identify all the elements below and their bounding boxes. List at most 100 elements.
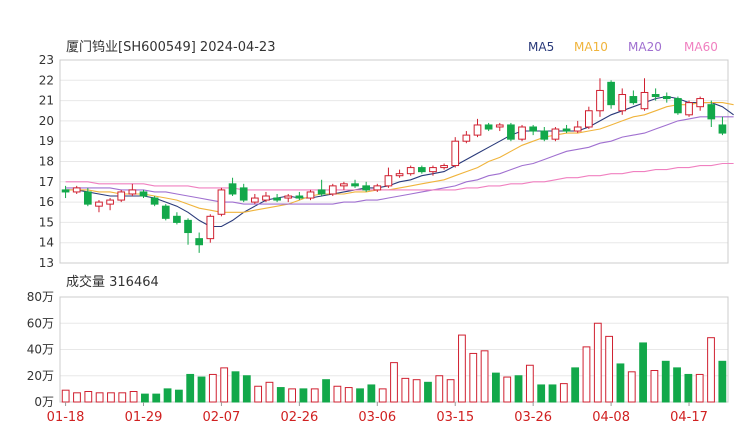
volume-y-axis: 0万 20万 40万 60万 80万 (27, 290, 54, 409)
candle (273, 193, 281, 203)
candle-body (83, 191, 92, 205)
price-tick-label: 14 (39, 236, 54, 250)
candle (351, 179, 359, 188)
candle (473, 118, 482, 138)
legend-ma20: MA20 (628, 40, 662, 54)
volume-bar (84, 391, 93, 403)
price-tick-label: 16 (39, 195, 54, 209)
candle (295, 191, 304, 201)
candle (362, 181, 371, 192)
candle (117, 189, 126, 203)
candle (173, 212, 181, 225)
candle-body (284, 195, 293, 199)
volume-bar (390, 362, 398, 403)
volume-bar (593, 322, 602, 403)
price-tick-label: 17 (39, 175, 54, 189)
candle-body (584, 110, 593, 128)
candle (685, 100, 693, 117)
volume-bar (367, 384, 376, 403)
candle (607, 80, 615, 109)
volume-bar (435, 375, 444, 403)
candle (139, 189, 148, 199)
candle-body (529, 126, 538, 132)
volume-tick-label: 80万 (27, 290, 54, 304)
volume-bar (695, 373, 704, 403)
price-tick-label: 18 (39, 155, 54, 169)
volume-bars (61, 322, 727, 403)
candle-body (540, 130, 549, 140)
x-tick-label: 02-07 (203, 410, 241, 425)
candle (507, 122, 515, 142)
price-tick-label: 19 (39, 134, 54, 148)
volume-bar (548, 384, 557, 403)
legend-ma60: MA60 (684, 40, 718, 54)
volume-bar (503, 376, 512, 403)
candlesticks (61, 78, 727, 253)
candle (406, 165, 415, 176)
candle-body (61, 189, 70, 193)
candle-body (139, 191, 148, 197)
volume-bar (673, 367, 681, 403)
candle (195, 232, 204, 253)
x-tick-label: 02-26 (280, 410, 318, 425)
candle (662, 92, 671, 103)
candle-body (373, 185, 382, 191)
volume-bar (310, 388, 319, 403)
volume-bar (333, 385, 342, 403)
candle-body (440, 165, 448, 169)
candle-body (106, 199, 114, 205)
candle (340, 181, 348, 190)
volume-bar (525, 364, 534, 403)
candle-body (362, 185, 371, 191)
candle (618, 88, 627, 115)
volume-bar (265, 381, 274, 403)
price-frame (59, 59, 729, 264)
candle (674, 96, 682, 115)
volume-bar (344, 387, 353, 403)
volume-bar (174, 389, 183, 403)
candle (206, 214, 215, 243)
candle-body (128, 189, 137, 195)
candle (495, 122, 504, 132)
candle (551, 126, 560, 142)
volume-bar (401, 377, 410, 403)
candle (640, 78, 649, 111)
candle-body (306, 191, 315, 199)
x-axis: 01-18 01-29 02-07 02-26 03-06 03-15 03-26 04-08… (47, 402, 708, 425)
x-tick-label: 03-15 (436, 410, 474, 425)
price-tick-label: 23 (39, 53, 54, 67)
candle (250, 193, 259, 205)
volume-bar (446, 379, 455, 403)
candle (262, 191, 270, 203)
candle (328, 183, 337, 197)
candle-body (206, 215, 215, 240)
price-grid (59, 59, 729, 264)
candle (629, 90, 638, 105)
candle (384, 167, 393, 188)
volume-bar (231, 371, 240, 403)
volume-bar (571, 367, 580, 403)
volume-bar (661, 360, 670, 403)
candle-body (451, 140, 460, 167)
candle-body (395, 173, 404, 177)
candle (518, 124, 526, 142)
x-tick-label: 03-26 (514, 410, 552, 425)
volume-bar (242, 375, 251, 403)
candle (651, 88, 660, 101)
volume-bar (276, 387, 285, 403)
candle (562, 124, 571, 134)
candle-body (262, 195, 270, 201)
volume-tick-label: 0万 (34, 395, 54, 409)
legend-ma10: MA10 (574, 40, 608, 54)
candle-body (250, 197, 259, 203)
candle-body (607, 81, 615, 106)
candle (317, 179, 326, 197)
candle-body (507, 124, 515, 140)
candle-body (273, 197, 281, 201)
legend: MA5 MA10 MA20 MA60 (528, 40, 718, 54)
candle-body (551, 128, 560, 140)
candle (284, 193, 293, 203)
candle-body (495, 124, 504, 128)
